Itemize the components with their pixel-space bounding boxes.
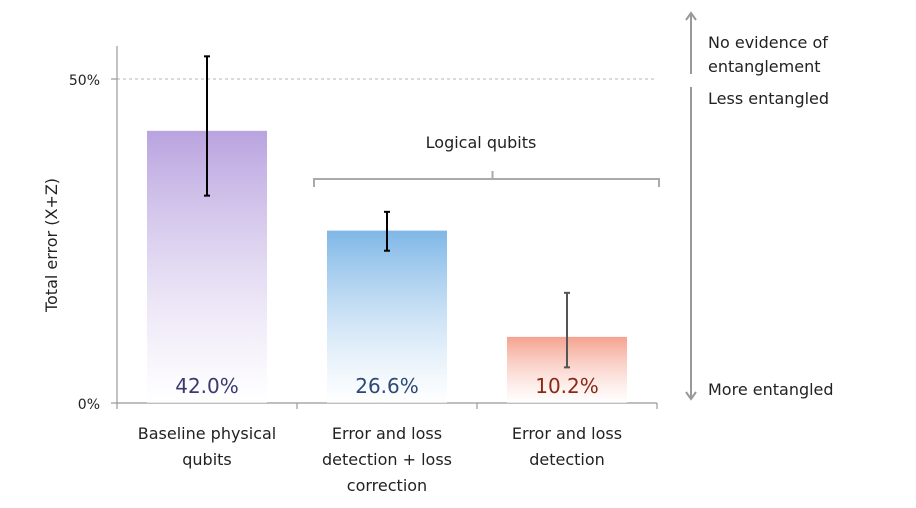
annotation-less-entangled: Less entangled <box>708 89 829 108</box>
category-label-2-line-1: detection <box>529 450 605 469</box>
y-axis-label: Total error (X+Z) <box>42 178 61 313</box>
annotation-no-evidence-line1: No evidence of <box>708 33 828 52</box>
annotation-more-entangled: More entangled <box>708 380 834 399</box>
category-label-0: Baseline physical qubits <box>138 424 277 469</box>
bracket-label: Logical qubits <box>426 133 537 152</box>
logical-qubits-bracket <box>313 171 660 187</box>
category-label-1: Error and loss detection + loss correction <box>322 424 452 495</box>
data-label-0: 42.0% <box>175 374 239 398</box>
arrow-up-head <box>685 11 697 21</box>
category-label-0-line-0: Baseline physical <box>138 424 277 443</box>
category-label-0-line-1: qubits <box>182 450 232 469</box>
category-label-2-line-0: Error and loss <box>512 424 622 443</box>
y-tick-0: 0% <box>78 397 100 413</box>
category-label-1-line-0: Error and loss <box>332 424 442 443</box>
annotation-no-evidence-line2: entanglement <box>708 57 821 76</box>
category-label-1-line-2: correction <box>347 476 427 495</box>
bar-1 <box>327 230 447 403</box>
data-label-2: 10.2% <box>535 374 599 398</box>
data-label-1: 26.6% <box>355 374 419 398</box>
category-label-2: Error and loss detection <box>512 424 622 469</box>
y-tick-50: 50% <box>69 73 100 89</box>
arrow-down-head <box>685 391 697 401</box>
category-label-1-line-1: detection + loss <box>322 450 452 469</box>
